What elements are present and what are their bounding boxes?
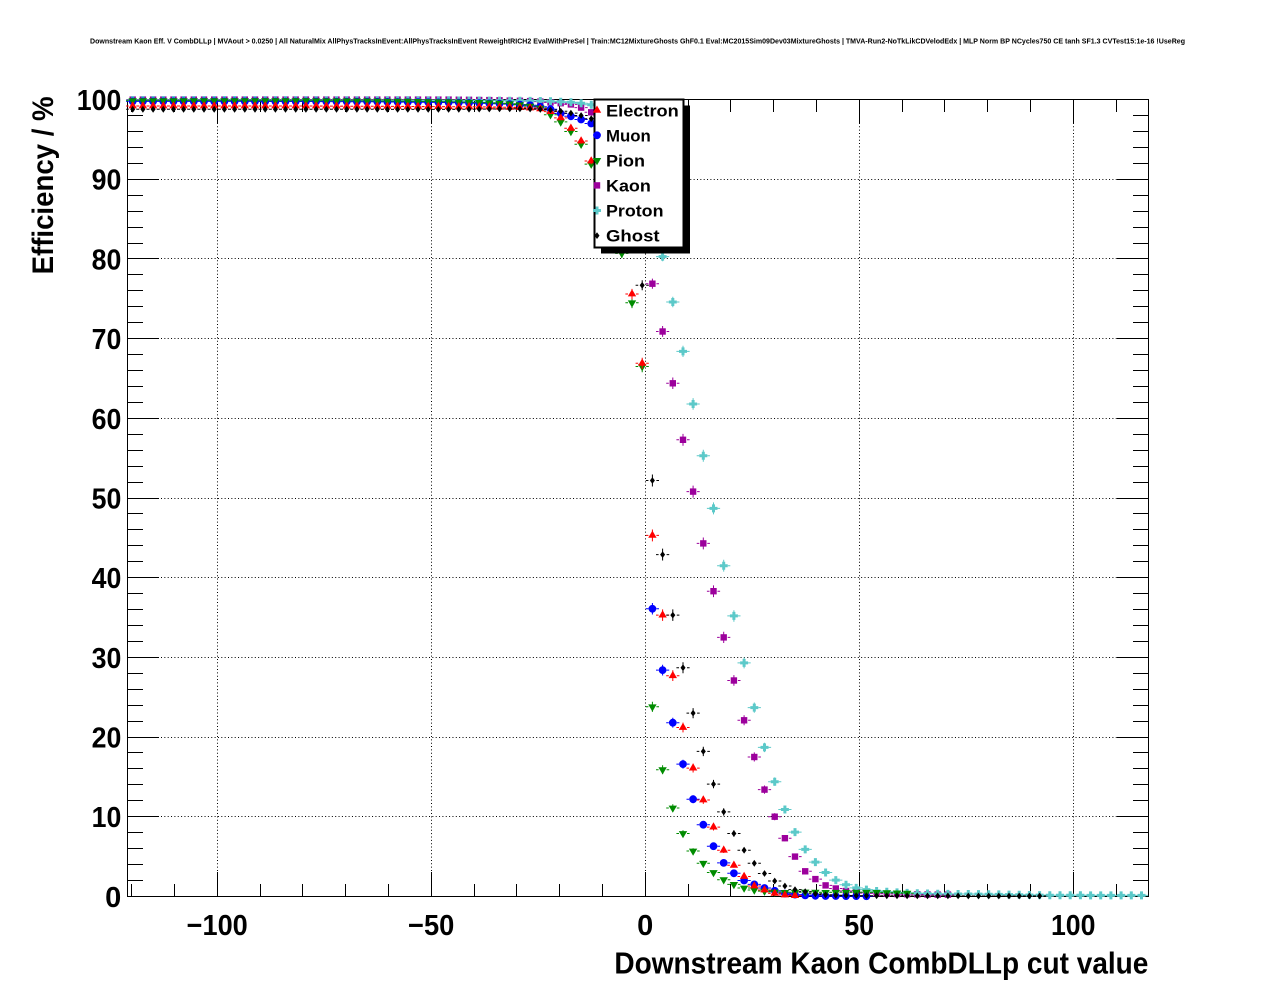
svg-text:50: 50 bbox=[92, 483, 122, 515]
svg-text:90: 90 bbox=[92, 165, 122, 197]
svg-text:−100: −100 bbox=[187, 910, 248, 942]
svg-text:30: 30 bbox=[92, 643, 122, 675]
svg-text:Efficiency / %: Efficiency / % bbox=[27, 96, 60, 274]
svg-text:20: 20 bbox=[92, 723, 122, 755]
svg-text:70: 70 bbox=[92, 324, 122, 356]
svg-text:10: 10 bbox=[92, 802, 122, 834]
svg-text:100: 100 bbox=[77, 85, 122, 117]
svg-text:60: 60 bbox=[92, 404, 122, 436]
svg-text:Pion: Pion bbox=[606, 151, 645, 170]
svg-text:Electron: Electron bbox=[606, 101, 679, 120]
svg-text:Ghost: Ghost bbox=[606, 227, 660, 246]
svg-text:−50: −50 bbox=[408, 910, 454, 942]
svg-text:50: 50 bbox=[844, 910, 874, 942]
svg-text:80: 80 bbox=[92, 244, 122, 276]
svg-text:40: 40 bbox=[92, 563, 122, 595]
svg-text:Downstream Kaon Eff. V CombDLL: Downstream Kaon Eff. V CombDLLp | MVAout… bbox=[90, 37, 1185, 46]
svg-text:0: 0 bbox=[105, 882, 121, 914]
svg-text:100: 100 bbox=[1051, 910, 1096, 942]
svg-text:0: 0 bbox=[637, 910, 653, 942]
svg-text:Muon: Muon bbox=[606, 126, 651, 145]
svg-text:Kaon: Kaon bbox=[606, 176, 651, 195]
svg-text:Proton: Proton bbox=[606, 202, 664, 221]
svg-text:Downstream Kaon CombDLLp cut v: Downstream Kaon CombDLLp cut value bbox=[614, 946, 1148, 981]
